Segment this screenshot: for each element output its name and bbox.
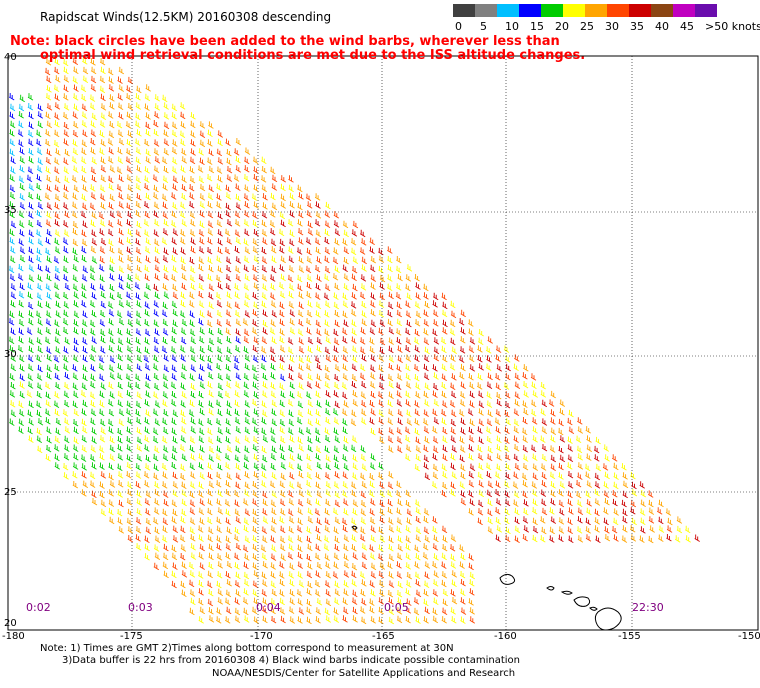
lat-label-35: 35: [4, 205, 17, 216]
legend-label: 45: [680, 20, 694, 33]
note-line-2: optimal wind retrieval conditions are me…: [40, 48, 586, 63]
lat-label-40: 40: [4, 52, 17, 63]
lon-label-170: -170: [250, 631, 273, 642]
legend-swatch: [607, 4, 629, 17]
legend-label: 40: [655, 20, 669, 33]
legend-swatch: [453, 4, 475, 17]
lon-label-155: -155: [618, 631, 641, 642]
legend-label: 5: [480, 20, 487, 33]
legend-label: >50 knots: [705, 20, 760, 33]
legend-label: 35: [630, 20, 644, 33]
legend-swatch: [519, 4, 541, 17]
lon-label-150: -150: [738, 631, 760, 642]
swath-time-1: 0:02: [26, 601, 51, 614]
legend-swatch: [673, 4, 695, 17]
legend-label: 15: [530, 20, 544, 33]
legend-swatch: [541, 4, 563, 17]
lat-label-20: 20: [4, 618, 17, 629]
swath-time-5: 22:30: [632, 601, 664, 614]
lat-label-25: 25: [4, 487, 17, 498]
lat-lon-grid: [7, 55, 759, 631]
lon-label-160: -160: [494, 631, 517, 642]
swath-time-2: 0:03: [128, 601, 153, 614]
footer-credit: NOAA/NESDIS/Center for Satellite Applica…: [212, 668, 516, 679]
legend-swatch: [497, 4, 519, 17]
hawaiian-islands: [351, 525, 622, 631]
legend-swatch: [475, 4, 497, 17]
legend-swatch: [563, 4, 585, 17]
lat-label-30: 30: [4, 349, 17, 360]
legend-swatch: [585, 4, 607, 17]
footer-note-1: Note: 1) Times are GMT 2)Times along bot…: [40, 643, 454, 654]
legend-swatch: [695, 4, 717, 17]
footer-note-2: 3)Data buffer is 22 hrs from 20160308 4)…: [62, 655, 520, 666]
swath-time-4: 0:05: [384, 601, 409, 614]
legend-swatch: [629, 4, 651, 17]
swath-time-3: 0:04: [256, 601, 281, 614]
lon-label-165: -165: [372, 631, 395, 642]
legend-swatch: [651, 4, 673, 17]
legend-label: 25: [580, 20, 594, 33]
lon-label-175: -175: [120, 631, 143, 642]
legend-label: 10: [505, 20, 519, 33]
legend-label: 20: [555, 20, 569, 33]
note-line-1: Note: black circles have been added to t…: [10, 34, 560, 49]
legend-label: 0: [455, 20, 462, 33]
lon-label-180: -180: [2, 631, 25, 642]
wind-barbs: [8, 57, 700, 625]
map-title: Rapidscat Winds(12.5KM) 20160308 descend…: [40, 10, 332, 24]
legend-label: 30: [605, 20, 619, 33]
